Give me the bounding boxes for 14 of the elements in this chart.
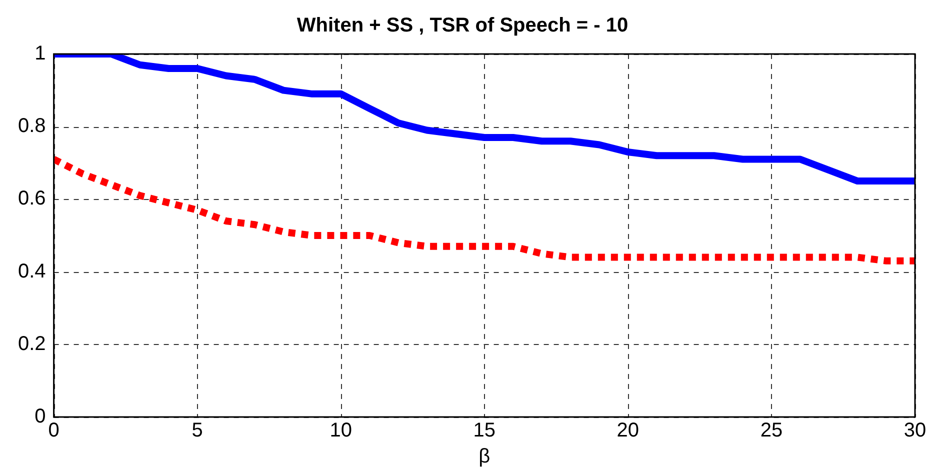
x-tick-label: 30 [904,420,926,442]
x-tick-label: 20 [616,420,640,442]
y-tick-label: 0 [34,406,46,428]
y-tick-label: 0.8 [18,115,46,138]
y-tick-label: 1 [34,42,46,65]
x-axis-title: β [478,446,490,468]
y-tick-label: 0.6 [18,188,46,210]
x-tick-label: 10 [330,420,352,442]
x-tick-label: 25 [760,420,783,442]
x-tick-label: 5 [192,420,203,442]
y-tick-label: 0.2 [18,332,46,355]
y-tick-label: 0.4 [18,260,46,282]
chart-title: Whiten + SS , TSR of Speech = - 10 [296,14,628,37]
x-tick-label: 15 [473,420,496,442]
